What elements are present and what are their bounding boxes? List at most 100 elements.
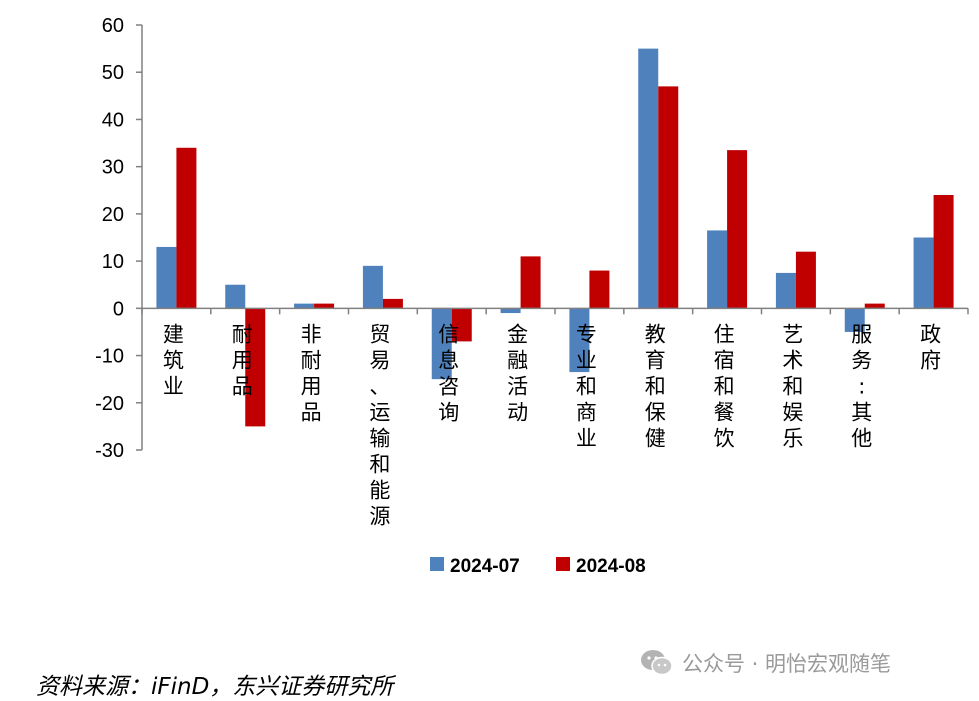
category-label-金融活动: 金融活动 [507, 322, 528, 424]
legend-swatch-2024-07 [430, 557, 444, 571]
category-label-char: 业 [576, 348, 597, 372]
bar-2024-07-贸易、运输和能源 [362, 265, 383, 309]
category-label-char: 和 [576, 374, 597, 398]
category-label-char: 其 [851, 400, 872, 424]
category-label-char: 政 [920, 322, 941, 346]
category-label-char: 务 [851, 348, 872, 372]
category-label-char: 输 [369, 426, 390, 450]
category-labels: 建筑业耐用品非耐用品贸易、运输和能源信息咨询金融活动专业和商业教育和保健住宿和餐… [163, 322, 941, 528]
category-label-char: : [858, 374, 865, 398]
category-label-char: 非 [301, 322, 322, 346]
category-label-char: 和 [645, 374, 666, 398]
category-label-住宿和餐饮: 住宿和餐饮 [714, 322, 735, 450]
y-tick-label: 40 [102, 109, 124, 131]
category-label-char: 和 [714, 374, 735, 398]
category-label-专业和商业: 专业和商业 [576, 322, 597, 450]
category-label-char: 运 [369, 400, 390, 424]
category-label-char: 健 [645, 426, 666, 450]
bar-2024-07-信息咨询 [431, 308, 452, 380]
category-label-贸易、运输和能源: 贸易、运输和能源 [369, 322, 390, 528]
category-label-char: 饮 [714, 426, 735, 450]
category-label-char: 娱 [782, 400, 803, 424]
bars [141, 48, 969, 427]
category-label-char: 育 [645, 348, 666, 372]
bar-2024-08-专业和商业 [589, 270, 610, 309]
y-tick-label: 50 [102, 62, 124, 84]
category-label-服务:其他: 服务:其他 [851, 322, 872, 450]
category-label-char: 、 [369, 374, 390, 398]
category-label-char: 他 [851, 426, 872, 450]
y-tick-label: 10 [102, 251, 124, 273]
category-label-政府: 政府 [920, 322, 941, 372]
bar-2024-08-建筑业 [176, 147, 197, 309]
category-label-char: 耐 [301, 348, 322, 372]
wechat-icon [641, 650, 673, 676]
category-label-char: 商 [576, 400, 597, 424]
category-label-char: 府 [920, 348, 941, 372]
category-label-教育和保健: 教育和保健 [645, 322, 666, 450]
category-label-char: 住 [714, 322, 735, 346]
category-label-char: 贸 [369, 322, 390, 346]
bar-2024-07-住宿和餐饮 [707, 230, 728, 309]
legend-label-2024-07: 2024-07 [450, 556, 520, 577]
y-axis: 60 50 40 30 20 10 0 -10 -20 -30 [95, 15, 143, 462]
category-label-耐用品: 耐用品 [232, 322, 253, 398]
category-label-char: 息 [438, 348, 459, 372]
bar-2024-07-金融活动 [500, 308, 521, 314]
category-label-char: 动 [507, 400, 528, 424]
bar-2024-08-非耐用品 [314, 303, 335, 309]
category-label-艺术和娱乐: 艺术和娱乐 [782, 322, 803, 450]
y-tick-label: -20 [95, 393, 124, 415]
category-label-char: 和 [782, 374, 803, 398]
legend-label-2024-08: 2024-08 [576, 556, 646, 577]
y-tick-label: 20 [102, 204, 124, 226]
legend-swatch-2024-08 [556, 557, 570, 571]
category-label-char: 用 [301, 374, 322, 398]
category-label-char: 餐 [714, 400, 735, 424]
watermark-text: 公众号 · 明怡宏观随笔 [682, 652, 892, 676]
category-label-char: 信 [438, 322, 459, 346]
category-label-char: 咨 [438, 374, 459, 398]
category-label-char: 筑 [163, 348, 184, 372]
category-label-char: 宿 [714, 348, 735, 372]
y-tick-label: 0 [113, 298, 124, 320]
category-label-char: 艺 [782, 322, 803, 346]
category-label-char: 源 [369, 504, 390, 528]
category-label-char: 活 [507, 374, 528, 398]
category-label-char: 金 [507, 322, 528, 346]
category-label-char: 品 [301, 400, 322, 424]
category-label-char: 询 [438, 400, 459, 424]
bar-2024-08-金融活动 [520, 256, 541, 309]
bar-2024-08-服务:其他 [864, 303, 885, 309]
category-label-char: 乐 [782, 426, 803, 450]
category-label-char: 建 [163, 322, 184, 346]
bar-2024-07-专业和商业 [569, 308, 590, 373]
bar-2024-07-政府 [913, 237, 934, 309]
category-label-char: 能 [369, 478, 390, 502]
bar-2024-07-教育和保健 [638, 48, 659, 309]
bar-2024-08-耐用品 [245, 308, 266, 427]
y-tick-label: -10 [95, 346, 124, 368]
y-tick-label: 60 [102, 15, 124, 37]
category-label-char: 耐 [232, 322, 253, 346]
category-label-char: 保 [645, 400, 666, 424]
category-label-char: 服 [851, 322, 872, 346]
category-label-char: 用 [232, 348, 253, 372]
category-label-非耐用品: 非耐用品 [301, 322, 322, 424]
bar-2024-08-住宿和餐饮 [727, 150, 748, 309]
category-label-信息咨询: 信息咨询 [438, 322, 459, 424]
category-label-char: 术 [782, 348, 803, 372]
category-label-char: 和 [369, 452, 390, 476]
y-tick-label: 30 [102, 157, 124, 179]
bar-2024-08-教育和保健 [658, 86, 679, 309]
bar-2024-07-服务:其他 [844, 308, 865, 332]
bar-2024-08-信息咨询 [451, 308, 472, 342]
category-label-char: 融 [507, 348, 528, 372]
source-note: 资料来源：iFinD，东兴证券研究所 [36, 674, 394, 700]
bar-2024-07-艺术和娱乐 [775, 272, 796, 309]
category-label-char: 教 [645, 322, 666, 346]
bar-2024-08-艺术和娱乐 [795, 251, 816, 309]
category-label-char: 业 [163, 374, 184, 398]
bar-2024-08-政府 [933, 195, 954, 309]
